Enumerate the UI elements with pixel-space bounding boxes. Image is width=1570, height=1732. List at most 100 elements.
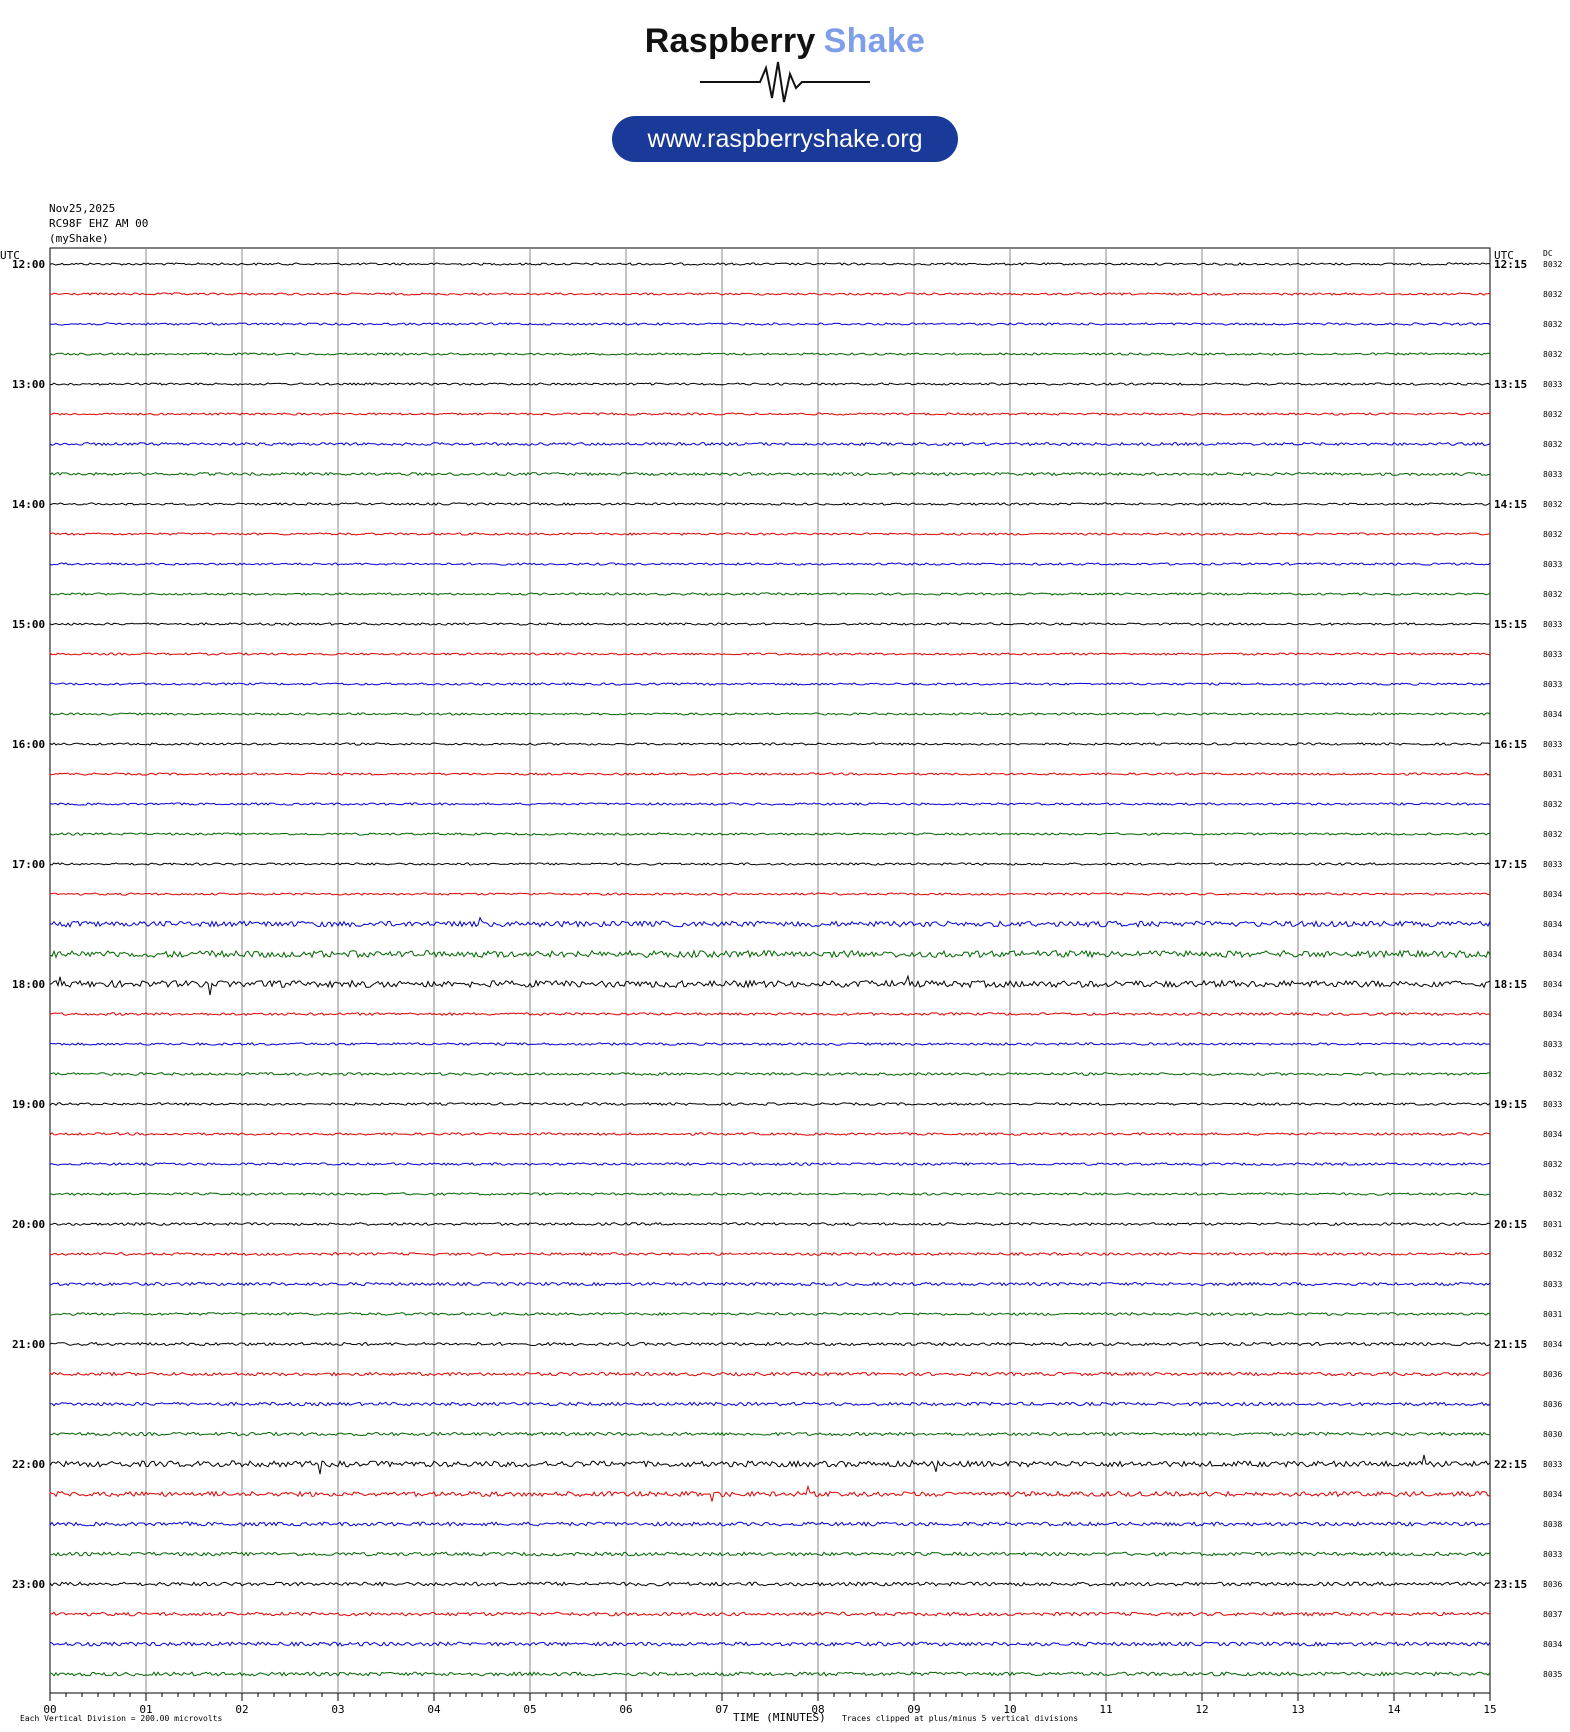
- dc-offset-value: 8032: [1543, 1250, 1562, 1259]
- dc-offset-value: 8034: [1543, 1130, 1562, 1139]
- left-hour-label: 21:00: [12, 1338, 45, 1351]
- x-tick-label: 06: [619, 1703, 632, 1716]
- left-hour-label: 17:00: [12, 858, 45, 871]
- dc-offset-value: 8032: [1543, 530, 1562, 539]
- seismic-trace: [49, 832, 1490, 836]
- seismic-trace: [49, 772, 1491, 776]
- seismic-trace: [49, 352, 1491, 356]
- x-tick-label: 11: [1099, 1703, 1112, 1716]
- seismic-trace: [49, 892, 1491, 896]
- seismic-trace: [49, 916, 1491, 928]
- seismic-trace: [49, 262, 1491, 266]
- clipping-note: Traces clipped at plus/minus 5 vertical …: [842, 1714, 1078, 1723]
- dc-offset-value: 8033: [1543, 380, 1562, 389]
- seismic-trace: [49, 1371, 1491, 1377]
- seismic-trace: [49, 1611, 1491, 1617]
- dc-offset-value: 8032: [1543, 260, 1562, 269]
- right-hour-label: 13:15: [1494, 378, 1527, 391]
- seismic-trace: [49, 1521, 1490, 1528]
- seismic-trace: [49, 1221, 1491, 1227]
- left-hour-label: 20:00: [12, 1218, 45, 1231]
- x-tick-label: 09: [907, 1703, 920, 1716]
- website-url-badge[interactable]: www.raspberryshake.org: [612, 116, 958, 162]
- dc-offset-value: 8032: [1543, 440, 1562, 449]
- x-tick-label: 00: [43, 1703, 56, 1716]
- right-hour-label: 16:15: [1494, 738, 1527, 751]
- dc-offset-value: 8032: [1543, 1070, 1562, 1079]
- seismic-trace: [49, 1454, 1491, 1475]
- seismic-trace: [49, 1132, 1491, 1137]
- seismic-trace: [49, 562, 1491, 566]
- dc-offset-value: 8033: [1543, 1550, 1562, 1559]
- seismic-trace: [49, 502, 1491, 506]
- dc-offset-value: 8030: [1543, 1430, 1562, 1439]
- dc-offset-value: 8033: [1543, 1460, 1562, 1469]
- right-hour-label: 22:15: [1494, 1458, 1527, 1471]
- dc-offset-value: 8033: [1543, 470, 1562, 479]
- right-hour-label: 23:15: [1494, 1578, 1527, 1591]
- seismic-trace: [49, 412, 1491, 416]
- seismic-trace: [49, 1071, 1491, 1077]
- dc-offset-value: 8032: [1543, 350, 1562, 359]
- seismic-trace: [49, 1581, 1491, 1587]
- dc-column-title: DC: [1543, 249, 1553, 258]
- x-tick-label: 01: [139, 1703, 152, 1716]
- seismic-trace: [49, 652, 1491, 656]
- dc-offset-value: 8033: [1543, 1100, 1562, 1109]
- seismic-trace: [49, 471, 1491, 477]
- seismic-trace: [49, 742, 1491, 746]
- right-hour-label: 14:15: [1494, 498, 1527, 511]
- x-tick-label: 04: [427, 1703, 441, 1716]
- seismic-trace: [49, 682, 1491, 686]
- seismic-trace: [49, 1431, 1490, 1437]
- x-tick-label: 05: [523, 1703, 536, 1716]
- plot-frame: [49, 247, 1491, 1694]
- dc-offset-value: 8033: [1543, 1280, 1562, 1289]
- seismic-trace: [49, 441, 1491, 447]
- seismic-trace: [49, 1042, 1490, 1046]
- right-hour-label: 18:15: [1494, 978, 1527, 991]
- dc-offset-value: 8034: [1543, 920, 1562, 929]
- dc-offset-value: 8034: [1543, 710, 1562, 719]
- dc-offset-value: 8033: [1543, 1040, 1562, 1049]
- dc-offset-value: 8033: [1543, 620, 1562, 629]
- dc-offset-value: 8032: [1543, 1190, 1562, 1199]
- x-tick-label: 02: [235, 1703, 248, 1716]
- seismic-trace: [49, 1671, 1491, 1677]
- right-hour-label: 12:15: [1494, 258, 1527, 271]
- right-hour-label: 20:15: [1494, 1218, 1527, 1231]
- dc-offset-value: 8034: [1543, 1490, 1562, 1499]
- seismic-trace: [49, 1341, 1491, 1347]
- seismic-trace: [49, 1401, 1491, 1407]
- dc-offset-value: 8031: [1543, 1310, 1562, 1319]
- dc-offset-value: 8034: [1543, 1340, 1562, 1349]
- seismic-trace: [49, 862, 1491, 866]
- left-hour-label: 19:00: [12, 1098, 45, 1111]
- seismic-trace: [49, 322, 1491, 326]
- seismic-trace: [49, 1251, 1491, 1257]
- seismic-trace: [49, 1551, 1491, 1557]
- left-hour-label: 23:00: [12, 1578, 45, 1591]
- seismic-trace: [49, 1312, 1491, 1317]
- right-hour-label: 15:15: [1494, 618, 1527, 631]
- dc-offset-value: 8035: [1543, 1670, 1562, 1679]
- x-tick-label: 03: [331, 1703, 344, 1716]
- left-axis-title: UTC: [0, 249, 20, 262]
- dc-offset-value: 8037: [1543, 1610, 1562, 1619]
- left-hour-label: 14:00: [12, 498, 45, 511]
- dc-offset-value: 8033: [1543, 860, 1562, 869]
- logo-word-shake: Shake: [823, 22, 926, 60]
- dc-offset-value: 8032: [1543, 800, 1562, 809]
- x-tick-label: 13: [1291, 1703, 1304, 1716]
- seismograph-wave-icon: [700, 61, 870, 103]
- plot-date: Nov25,2025: [49, 202, 116, 215]
- seismic-trace: [49, 622, 1491, 626]
- right-hour-label: 21:15: [1494, 1338, 1527, 1351]
- x-tick-label: 08: [811, 1703, 824, 1716]
- dc-offset-value: 8033: [1543, 740, 1562, 749]
- x-tick-label: 10: [1003, 1703, 1016, 1716]
- dc-offset-value: 8034: [1543, 1010, 1562, 1019]
- dc-offset-value: 8034: [1543, 980, 1562, 989]
- seismic-trace: [49, 1162, 1491, 1166]
